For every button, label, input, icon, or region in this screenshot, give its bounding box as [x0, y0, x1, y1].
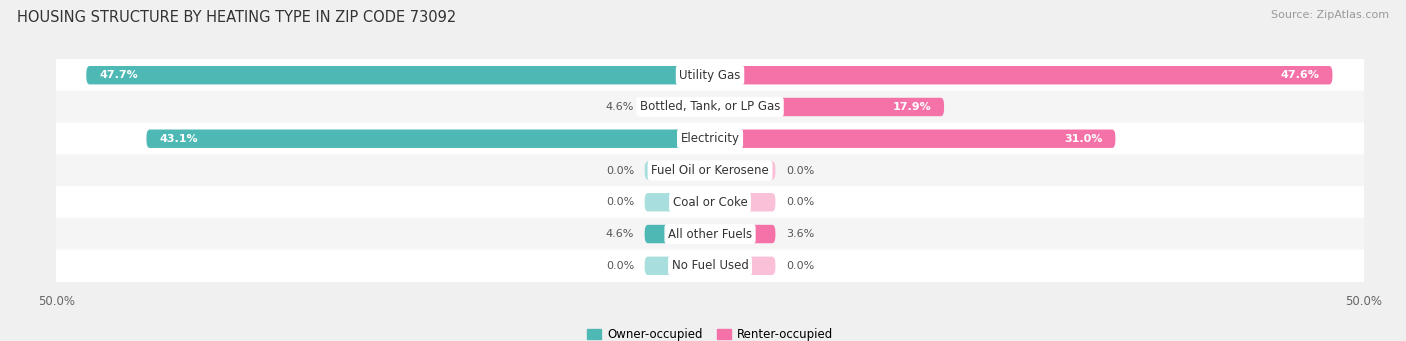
Text: Coal or Coke: Coal or Coke — [672, 196, 748, 209]
FancyBboxPatch shape — [710, 256, 776, 275]
Legend: Owner-occupied, Renter-occupied: Owner-occupied, Renter-occupied — [582, 323, 838, 341]
FancyBboxPatch shape — [49, 122, 1371, 155]
Text: 47.6%: 47.6% — [1281, 70, 1319, 80]
Text: Fuel Oil or Kerosene: Fuel Oil or Kerosene — [651, 164, 769, 177]
Text: 17.9%: 17.9% — [893, 102, 931, 112]
Text: Source: ZipAtlas.com: Source: ZipAtlas.com — [1271, 10, 1389, 20]
FancyBboxPatch shape — [644, 225, 710, 243]
Text: 43.1%: 43.1% — [159, 134, 198, 144]
FancyBboxPatch shape — [710, 161, 776, 180]
FancyBboxPatch shape — [644, 193, 710, 211]
Text: 0.0%: 0.0% — [606, 197, 634, 207]
FancyBboxPatch shape — [49, 218, 1371, 250]
FancyBboxPatch shape — [710, 130, 1115, 148]
Text: Utility Gas: Utility Gas — [679, 69, 741, 82]
Text: 0.0%: 0.0% — [786, 197, 814, 207]
FancyBboxPatch shape — [146, 130, 710, 148]
Text: 0.0%: 0.0% — [606, 261, 634, 271]
FancyBboxPatch shape — [49, 91, 1371, 123]
Text: Bottled, Tank, or LP Gas: Bottled, Tank, or LP Gas — [640, 101, 780, 114]
FancyBboxPatch shape — [710, 193, 776, 211]
FancyBboxPatch shape — [710, 225, 776, 243]
FancyBboxPatch shape — [49, 186, 1371, 219]
Text: 47.7%: 47.7% — [100, 70, 138, 80]
Text: Electricity: Electricity — [681, 132, 740, 145]
FancyBboxPatch shape — [644, 98, 710, 116]
FancyBboxPatch shape — [710, 66, 1333, 85]
Text: 0.0%: 0.0% — [786, 261, 814, 271]
Text: 0.0%: 0.0% — [606, 165, 634, 176]
FancyBboxPatch shape — [49, 59, 1371, 91]
Text: 4.6%: 4.6% — [606, 229, 634, 239]
Text: All other Fuels: All other Fuels — [668, 227, 752, 240]
FancyBboxPatch shape — [644, 161, 710, 180]
Text: 3.6%: 3.6% — [786, 229, 814, 239]
FancyBboxPatch shape — [710, 98, 943, 116]
Text: 4.6%: 4.6% — [606, 102, 634, 112]
FancyBboxPatch shape — [644, 256, 710, 275]
Text: No Fuel Used: No Fuel Used — [672, 259, 748, 272]
FancyBboxPatch shape — [49, 154, 1371, 187]
Text: HOUSING STRUCTURE BY HEATING TYPE IN ZIP CODE 73092: HOUSING STRUCTURE BY HEATING TYPE IN ZIP… — [17, 10, 456, 25]
Text: 0.0%: 0.0% — [786, 165, 814, 176]
FancyBboxPatch shape — [49, 250, 1371, 282]
Text: 31.0%: 31.0% — [1064, 134, 1102, 144]
FancyBboxPatch shape — [86, 66, 710, 85]
